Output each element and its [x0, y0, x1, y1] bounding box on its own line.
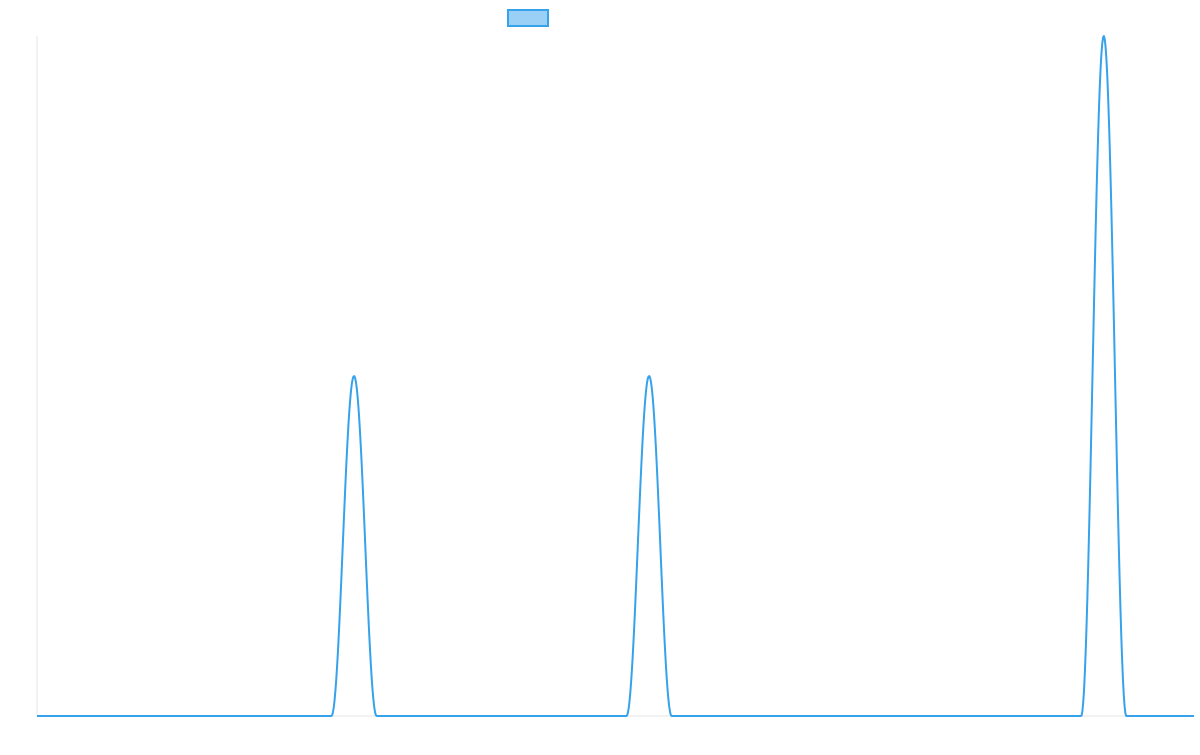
axes — [36, 36, 1194, 717]
series-line — [36, 35, 1195, 717]
legend — [507, 9, 549, 27]
legend-swatch[interactable] — [507, 9, 549, 27]
series-layer — [36, 35, 1195, 717]
